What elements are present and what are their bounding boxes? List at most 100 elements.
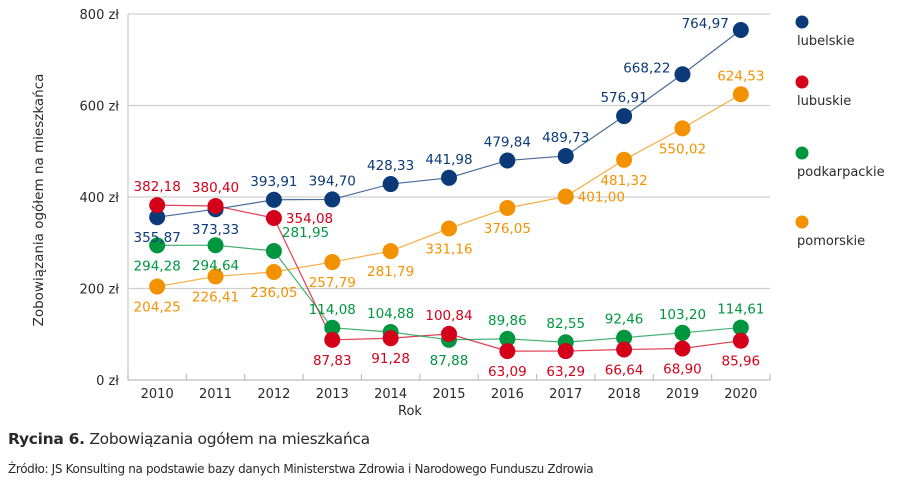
data-point-lubuskie: [674, 340, 691, 357]
legend-label-lubelskie: lubelskie: [797, 34, 855, 49]
legend-marker-lubuskie: [795, 75, 809, 89]
data-label-podkarpackie: 92,46: [605, 312, 644, 328]
data-label-podkarpackie: 87,88: [430, 353, 469, 369]
data-label-lubuskie: 66,64: [605, 363, 644, 379]
data-point-pomorskie: [499, 199, 516, 216]
data-label-pomorskie: 376,05: [484, 221, 531, 237]
data-label-podkarpackie: 294,28: [134, 258, 181, 274]
data-point-lubuskie: [149, 197, 166, 214]
data-label-lubuskie: 91,28: [371, 351, 410, 367]
x-tick-label: 2016: [491, 387, 524, 402]
y-tick-label: 400 zł: [80, 191, 120, 206]
data-label-pomorskie: 331,16: [425, 241, 472, 257]
data-label-pomorskie: 550,02: [659, 141, 706, 157]
data-label-pomorskie: 481,32: [600, 173, 647, 189]
data-point-lubelskie: [149, 209, 166, 226]
data-point-lubuskie: [382, 330, 399, 347]
data-point-lubuskie: [616, 341, 633, 358]
series-line-lubelskie: [157, 29, 742, 218]
data-label-lubelskie: 764,97: [682, 16, 729, 32]
data-label-lubuskie: 354,08: [286, 211, 333, 227]
data-label-lubelskie: 576,91: [600, 90, 647, 106]
x-tick-label: 2018: [608, 387, 641, 402]
data-point-lubuskie: [324, 331, 341, 348]
x-tick-label: 2015: [432, 387, 465, 402]
data-point-lubelskie: [674, 66, 691, 83]
data-label-lubuskie: 68,90: [663, 361, 702, 377]
data-label-podkarpackie: 281,95: [282, 225, 329, 241]
gridlines: [128, 13, 770, 290]
data-point-podkarpackie: [732, 319, 749, 336]
data-label-lubelskie: 373,33: [192, 222, 239, 238]
data-point-pomorskie: [265, 264, 282, 281]
data-point-lubuskie: [207, 197, 224, 214]
data-label-lubuskie: 87,83: [313, 353, 352, 369]
caption-label: Rycina 6.: [8, 430, 85, 448]
data-label-pomorskie: 226,41: [192, 289, 239, 305]
data-label-lubelskie: 441,98: [425, 152, 472, 168]
axes: [127, 14, 771, 381]
data-point-lubelskie: [616, 108, 633, 125]
data-point-pomorskie: [207, 268, 224, 285]
x-tick-label: 2014: [374, 387, 407, 402]
series-group: [149, 22, 749, 360]
y-tick-labels: 0 zł 200 zł 400 zł 600 zł 800 zł: [80, 8, 120, 389]
x-tick-label: 2019: [666, 387, 699, 402]
data-label-lubelskie: 668,22: [623, 60, 670, 76]
data-label-pomorskie: 257,79: [309, 275, 356, 291]
data-point-pomorskie: [149, 278, 166, 295]
data-point-podkarpackie: [674, 324, 691, 341]
data-labels: 355,87 373,33 393,91 394,70 428,33 441,98 479,…: [134, 16, 765, 380]
legend-marker-lubelskie: [795, 15, 809, 29]
figure-caption: Rycina 6. Zobowiązania ogółem na mieszka…: [8, 430, 370, 448]
data-point-lubelskie: [324, 191, 341, 208]
x-tick-labels: 2010 2011 2012 2013 2014 2015 2016 2017 2018 2019…: [141, 387, 758, 402]
data-label-lubelskie: 393,91: [250, 174, 297, 190]
y-tick-label: 0 zł: [96, 374, 119, 389]
data-point-podkarpackie: [149, 237, 166, 254]
y-tick-label: 200 zł: [80, 283, 120, 298]
data-point-podkarpackie: [499, 330, 516, 347]
data-point-lubelskie: [557, 147, 574, 164]
data-point-pomorskie: [324, 254, 341, 271]
data-point-pomorskie: [557, 188, 574, 205]
caption-text: Zobowiązania ogółem na mieszkańca: [89, 430, 370, 448]
data-point-lubelskie: [732, 22, 749, 39]
data-point-lubuskie: [441, 325, 457, 342]
legend-label-lubuskie: lubuskie: [797, 94, 851, 109]
x-tick-label: 2011: [199, 387, 232, 402]
data-label-pomorskie: 236,05: [250, 285, 297, 301]
data-label-podkarpackie: 294,64: [192, 258, 239, 274]
series-line-pomorskie: [157, 93, 742, 288]
y-tick-label: 800 zł: [80, 8, 120, 23]
data-label-lubuskie: 63,09: [488, 364, 527, 380]
data-point-lubelskie: [265, 191, 282, 208]
data-point-lubelskie: [382, 176, 399, 193]
data-label-podkarpackie: 114,61: [717, 302, 764, 318]
data-point-lubuskie: [557, 343, 574, 360]
data-label-podkarpackie: 103,20: [659, 307, 706, 323]
x-tick-label: 2012: [257, 387, 290, 402]
data-label-lubelskie: 355,87: [134, 230, 181, 246]
data-label-lubuskie: 63,29: [546, 364, 585, 380]
data-label-pomorskie: 401,00: [578, 190, 625, 206]
data-point-podkarpackie: [207, 237, 224, 254]
x-tick-label: 2017: [549, 387, 582, 402]
legend-label-pomorskie: pomorskie: [797, 234, 865, 249]
data-label-podkarpackie: 82,55: [546, 316, 585, 332]
data-point-podkarpackie: [265, 243, 282, 260]
data-label-lubelskie: 479,84: [484, 134, 531, 150]
x-tick-label: 2010: [141, 387, 174, 402]
data-label-podkarpackie: 104,88: [367, 306, 414, 322]
data-point-lubuskie: [265, 210, 282, 227]
data-label-pomorskie: 204,25: [134, 300, 181, 316]
x-tick-label: 2013: [316, 387, 349, 402]
x-tick-label: 2020: [724, 387, 757, 402]
data-point-lubuskie: [732, 332, 749, 349]
data-point-pomorskie: [441, 220, 457, 237]
data-label-pomorskie: 624,53: [717, 68, 764, 84]
source-note: Źródło: JS Konsulting na podstawie bazy …: [8, 462, 594, 476]
data-label-podkarpackie: 89,86: [488, 313, 527, 329]
data-point-lubelskie: [441, 169, 457, 186]
